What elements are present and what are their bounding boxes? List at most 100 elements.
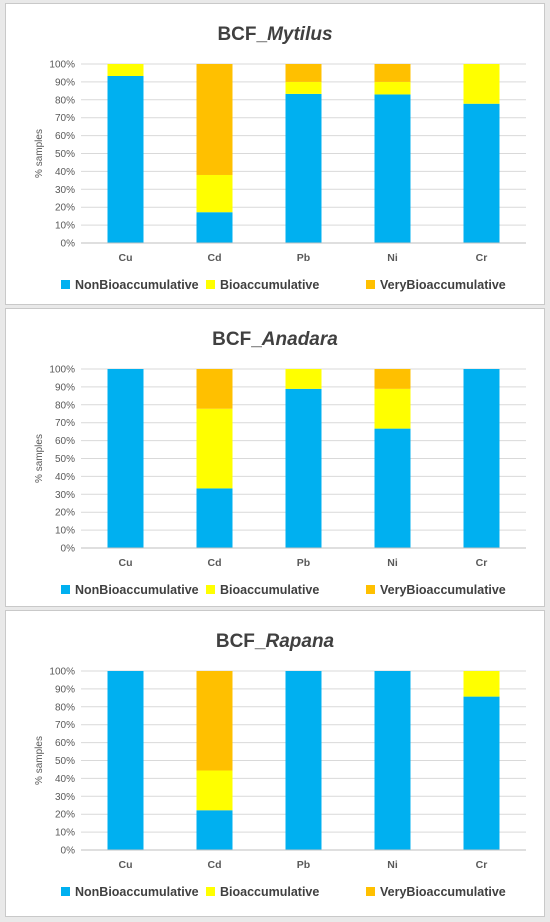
legend-label: Bioaccumulative [220,885,319,899]
bar-pb-nonbioaccumulative [285,93,322,243]
y-tick-label: 10% [55,221,75,232]
y-tick-label: 80% [55,95,75,106]
y-tick-label: 40% [55,774,75,785]
bar-cd-nonbioaccumulative [196,212,233,243]
x-tick-label: Ni [387,252,398,264]
y-tick-label: 10% [55,526,75,537]
x-tick-label: Cd [208,252,222,264]
legend-swatch-nonbioaccumulative [61,887,70,896]
bar-cr-bioaccumulative [463,671,500,697]
bar-cd-bioaccumulative [196,408,233,489]
y-tick-label: 40% [55,167,75,178]
y-tick-label: 40% [55,472,75,483]
x-tick-label: Cd [208,859,222,871]
legend-swatch-bioaccumulative [206,887,215,896]
bar-cd-nonbioaccumulative [196,488,233,548]
chart-title-prefix: BCF_ [217,24,267,45]
y-tick-label: 60% [55,738,75,749]
x-tick-label: Pb [297,252,310,264]
y-tick-label: 20% [55,810,75,821]
x-tick-label: Cr [476,252,488,264]
legend-label: Bioaccumulative [220,278,319,292]
bar-cr-bioaccumulative [463,64,500,104]
legend-swatch-verybioaccumulative [366,585,375,594]
bar-cu-bioaccumulative [107,64,144,76]
bar-pb-bioaccumulative [285,81,322,94]
legend-label: VeryBioaccumulative [380,885,506,899]
chart-title-prefix: BCF_ [212,329,262,350]
bar-ni-bioaccumulative [374,388,411,429]
chart-title: BCF_Anadara [212,329,338,350]
x-tick-label: Ni [387,859,398,871]
bar-ni-verybioaccumulative [374,369,411,389]
legend-label: NonBioaccumulative [75,583,199,597]
bar-cu-nonbioaccumulative [107,75,144,243]
y-tick-label: 90% [55,77,75,88]
y-axis-label: % samples [34,129,45,178]
chart-title: BCF_Mytilus [217,24,332,45]
legend-swatch-nonbioaccumulative [61,280,70,289]
y-tick-label: 30% [55,490,75,501]
legend-swatch-nonbioaccumulative [61,585,70,594]
bar-cd-bioaccumulative [196,770,233,811]
bar-pb-nonbioaccumulative [285,671,322,850]
bar-cr-nonbioaccumulative [463,369,500,548]
y-tick-label: 0% [61,239,76,250]
y-tick-label: 20% [55,508,75,519]
y-tick-label: 100% [49,667,75,678]
y-tick-label: 60% [55,131,75,142]
bar-cr-nonbioaccumulative [463,103,500,243]
y-tick-label: 90% [55,684,75,695]
bar-ni-nonbioaccumulative [374,94,411,244]
y-tick-label: 80% [55,702,75,713]
legend-swatch-bioaccumulative [206,585,215,594]
bar-pb-verybioaccumulative [285,64,322,82]
bar-pb-nonbioaccumulative [285,388,322,548]
y-tick-label: 20% [55,203,75,214]
legend-label: NonBioaccumulative [75,885,199,899]
chart-svg-mytilus: BCF_Mytilus 0% 10% 20% 30% 40% 50% 60% 70% 80% 90%… [34,24,526,292]
bar-ni-nonbioaccumulative [374,671,411,850]
legend-swatch-verybioaccumulative [366,887,375,896]
chart-title: BCF_Rapana [216,631,335,652]
y-tick-label: 70% [55,418,75,429]
chart-panel-mytilus: BCF_Mytilus 0% 10% 20% 30% 40% 50% 60% 70% 80% 90%… [5,3,545,305]
y-tick-label: 0% [61,846,76,857]
legend-label: NonBioaccumulative [75,278,199,292]
y-tick-label: 30% [55,792,75,803]
x-tick-label: Ni [387,557,398,569]
x-tick-label: Cr [476,557,488,569]
bar-cd-verybioaccumulative [196,671,233,771]
x-tick-label: Cr [476,859,488,871]
chart-title-species: Rapana [265,631,334,652]
bar-cd-verybioaccumulative [196,64,233,175]
y-tick-label: 50% [55,149,75,160]
y-axis-label: % samples [34,736,45,785]
legend-label: Bioaccumulative [220,583,319,597]
x-tick-label: Pb [297,557,310,569]
legend-label: VeryBioaccumulative [380,583,506,597]
y-tick-label: 60% [55,436,75,447]
y-axis-label: % samples [34,434,45,483]
x-tick-label: Pb [297,859,310,871]
chart-svg-anadara: BCF_Anadara 0% 10% 20% 30% 40% 50% 60% 70% 80% 90%… [34,329,526,597]
chart-panel-anadara: BCF_Anadara 0% 10% 20% 30% 40% 50% 60% 70% 80% 90%… [5,308,545,607]
chart-panel-rapana: BCF_Rapana 0% 10% 20% 30% 40% 50% 60% 70% 80% 90% 1… [5,610,545,917]
bar-cd-verybioaccumulative [196,369,233,409]
bar-cu-nonbioaccumulative [107,671,144,850]
legend-label: VeryBioaccumulative [380,278,506,292]
y-tick-label: 0% [61,544,76,555]
y-tick-label: 50% [55,454,75,465]
y-tick-label: 90% [55,382,75,393]
y-tick-label: 100% [49,60,75,71]
x-tick-label: Cu [119,859,133,871]
legend-swatch-bioaccumulative [206,280,215,289]
bar-cd-bioaccumulative [196,174,233,213]
y-tick-label: 30% [55,185,75,196]
y-tick-label: 50% [55,756,75,767]
y-tick-label: 100% [49,365,75,376]
bar-ni-nonbioaccumulative [374,428,411,548]
bar-cu-nonbioaccumulative [107,369,144,548]
bar-pb-bioaccumulative [285,369,322,389]
chart-title-species: Anadara [261,329,338,350]
